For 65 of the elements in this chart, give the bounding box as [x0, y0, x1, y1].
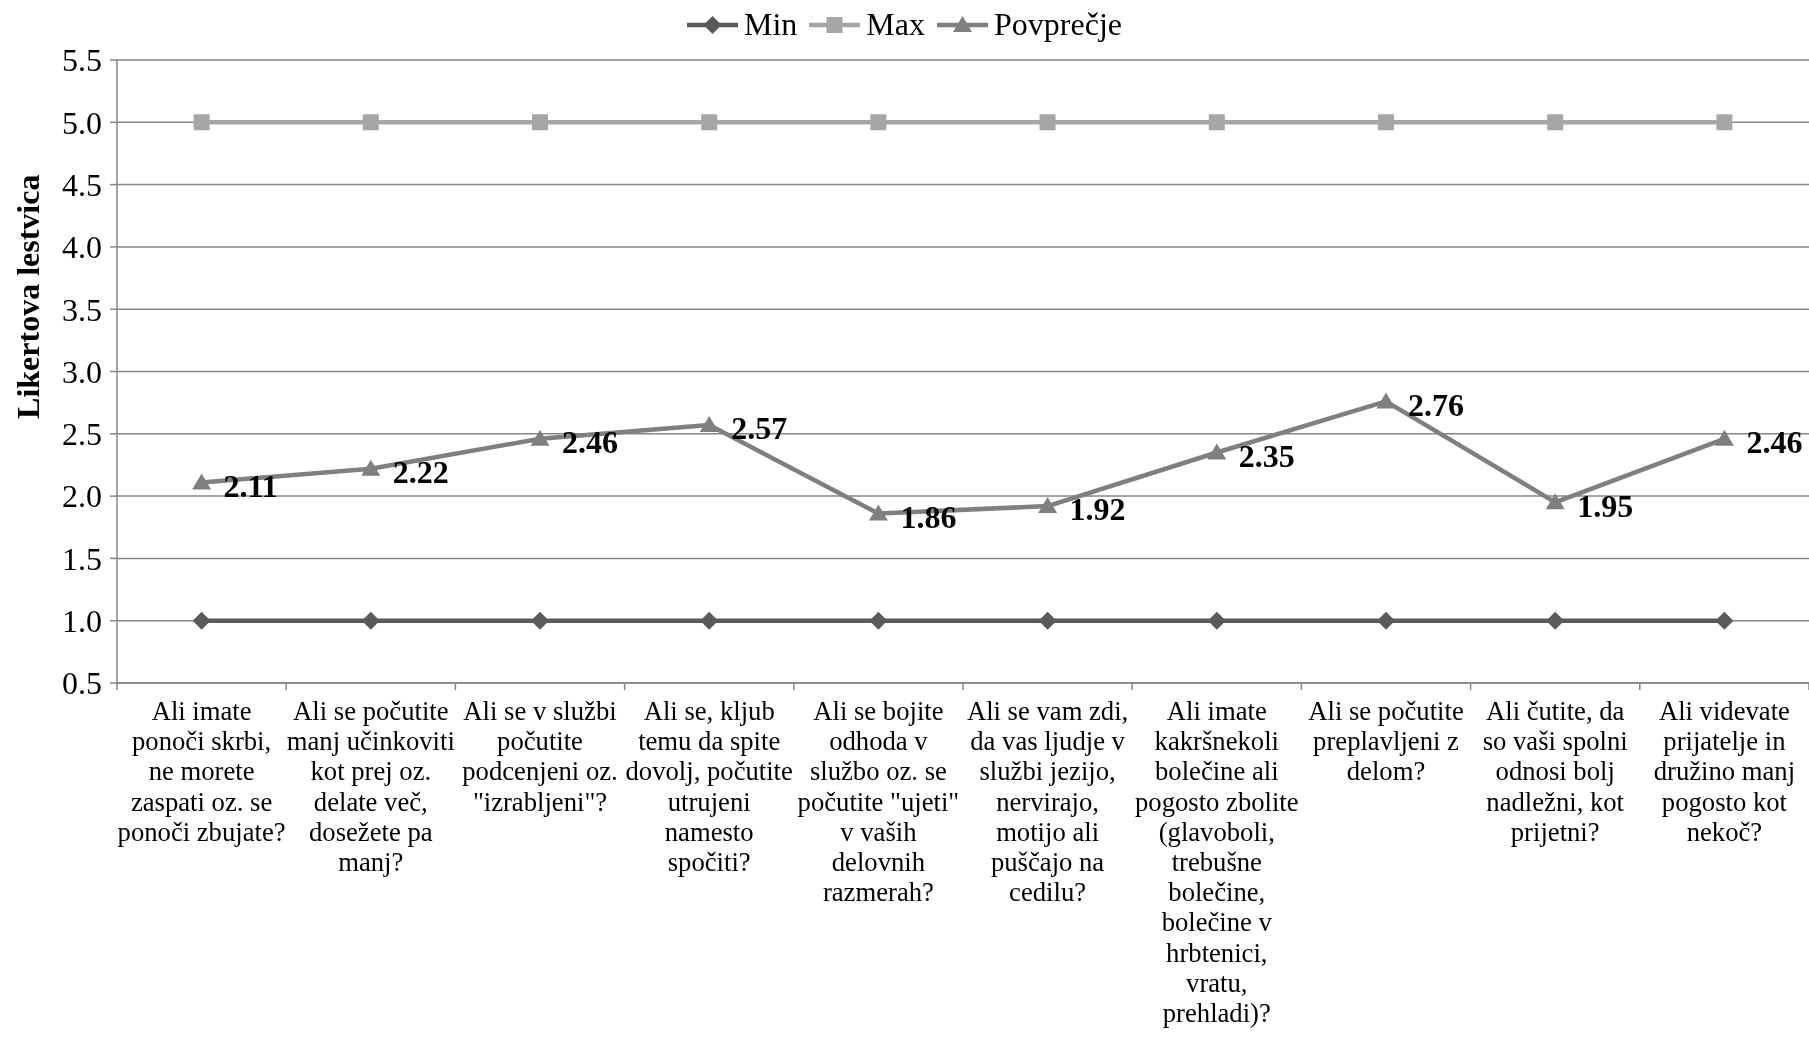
data-label: 2.57	[731, 410, 788, 447]
y-tick-label: 0.5	[62, 665, 102, 702]
legend-label: Min	[744, 6, 798, 43]
y-tick-label: 2.0	[62, 478, 102, 515]
data-label: 1.95	[1577, 487, 1634, 524]
legend-label: Povprečje	[994, 6, 1122, 43]
point	[1715, 611, 1734, 630]
point	[701, 114, 718, 131]
point	[1038, 497, 1058, 514]
y-tick-label: 1.0	[62, 603, 102, 640]
x-tick-label: Ali se počutite preplavljeni z delom?	[1308, 696, 1464, 787]
y-tick-label: 4.5	[62, 166, 102, 203]
data-label: 1.86	[900, 498, 957, 535]
y-axis-title: Likertova lestvica	[10, 174, 46, 419]
data-label: 2.35	[1238, 437, 1295, 474]
x-tick-label: Ali se bojite odhoda v službo oz. se počutite "ujeti" v vaših delovnih razmerah?	[797, 696, 960, 908]
data-label: 2.76	[1408, 386, 1464, 423]
y-tick-label: 1.5	[62, 540, 102, 577]
x-tick-label: Ali čutite, da so vaši spolni odnosi bolj nadležni, kot prijetni?	[1482, 696, 1628, 847]
point	[1378, 114, 1394, 131]
point	[361, 459, 381, 476]
point	[700, 611, 719, 630]
y-tick-label: 5.0	[62, 104, 102, 141]
point	[1207, 443, 1227, 460]
point	[1208, 114, 1225, 131]
data-label: 2.46	[562, 423, 618, 460]
category-label: Ali imate kakršnekoli bolečine ali pogosto zbolite (glavoboli, trebušne bolečine, bolečine v hrbtenici, vratu, prehladi)?	[1134, 696, 1299, 1028]
point	[532, 114, 548, 131]
y-tick-label: 2.5	[62, 416, 102, 453]
y-tick-label: 3.5	[62, 291, 102, 328]
point	[531, 611, 549, 630]
x-tick-label: Ali videvate prijatelje in družino manj pogosto kot nekoč?	[1653, 696, 1796, 847]
x-tick-label: Ali imate ponoči skrbi, ne morete zaspati oz. se ponoči zbujate?	[117, 696, 286, 847]
point	[361, 611, 380, 630]
point	[1545, 493, 1565, 510]
point	[530, 429, 550, 446]
data-label: 2.22	[392, 453, 449, 490]
point	[1207, 611, 1226, 630]
point	[192, 611, 211, 630]
point	[192, 473, 212, 490]
data-label: 1.92	[1069, 491, 1126, 528]
point	[699, 416, 719, 433]
x-tick-label: Ali se v službi počutite podcenjeni oz. "izrabljeni"?	[462, 696, 618, 817]
point	[193, 114, 210, 131]
point	[1716, 114, 1733, 131]
point	[868, 504, 888, 521]
y-tick-label: 3.0	[62, 353, 102, 390]
point	[1546, 611, 1565, 630]
point	[362, 114, 379, 131]
point	[1547, 114, 1564, 131]
point	[1714, 429, 1734, 446]
point	[1376, 392, 1396, 409]
x-tick-label: Ali se vam zdi, da vas ljudje v službi jezijo, nervirajo, motijo ali puščajo na cedilu?	[966, 696, 1129, 908]
data-label: 2.46	[1746, 423, 1803, 460]
legend-label: Max	[866, 6, 926, 43]
x-tick-label: Ali se počutite manj učinkoviti kot prej oz. delate več, dosežete pa manj?	[286, 696, 455, 877]
x-tick-label: Ali se, kljub temu da spite dovolj, počutite utrujeni namesto spočiti?	[625, 696, 793, 877]
point	[1377, 611, 1395, 630]
point	[870, 114, 887, 131]
data-label: 2.11	[223, 467, 278, 504]
point	[869, 611, 888, 630]
point	[1039, 114, 1056, 131]
point	[1038, 611, 1057, 630]
y-tick-label: 4.0	[62, 229, 102, 266]
y-tick-label: 5.5	[62, 42, 102, 79]
